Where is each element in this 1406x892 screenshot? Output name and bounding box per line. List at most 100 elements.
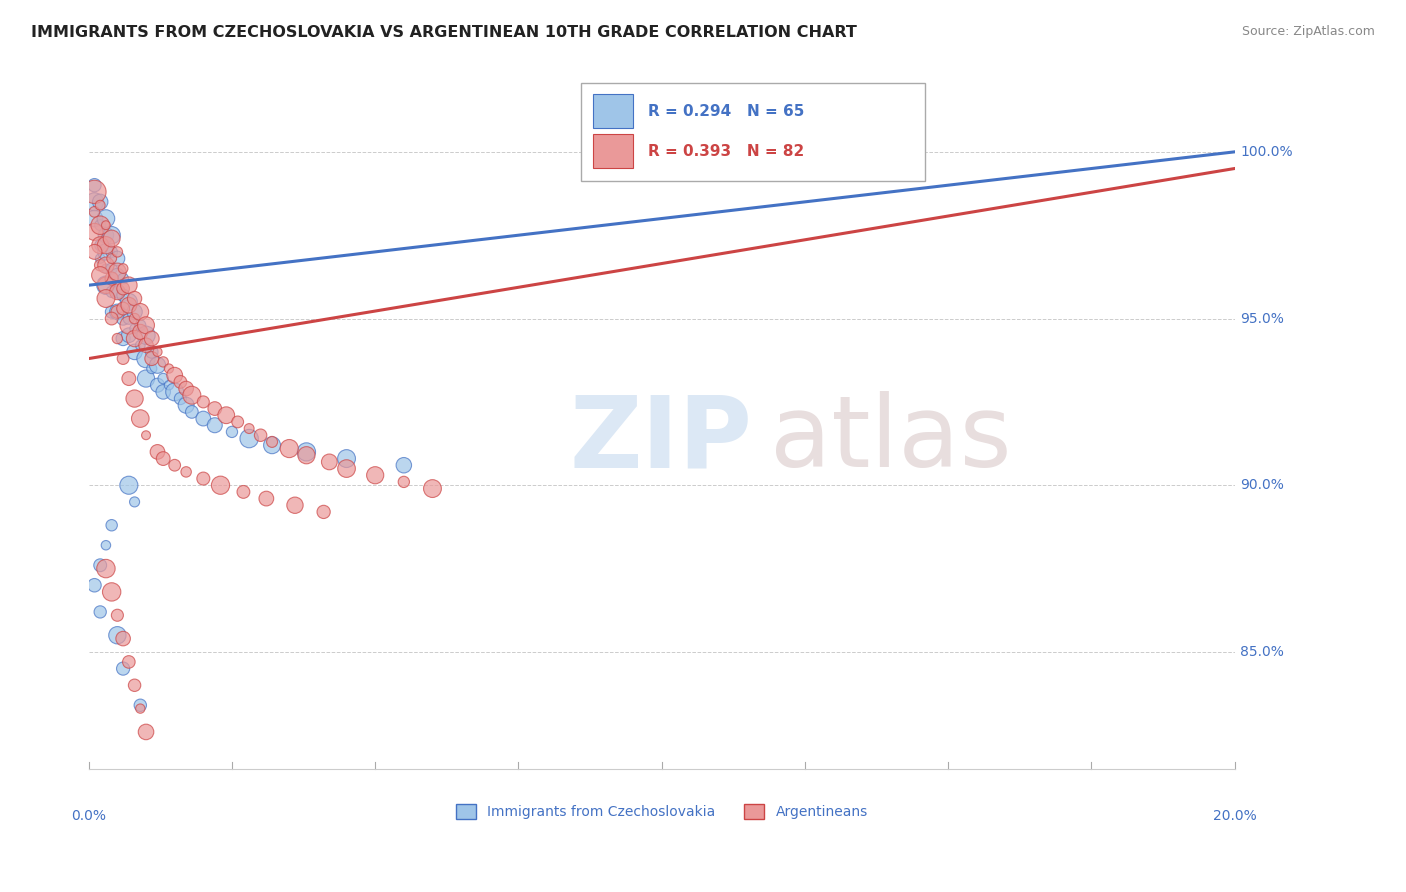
FancyBboxPatch shape bbox=[582, 83, 925, 180]
Point bbox=[105, 305, 128, 319]
Text: ZIP: ZIP bbox=[569, 391, 752, 488]
Point bbox=[94, 258, 117, 272]
Point bbox=[146, 358, 169, 372]
Point bbox=[129, 411, 152, 425]
Point bbox=[124, 495, 146, 509]
Point bbox=[262, 438, 284, 452]
Point bbox=[215, 409, 238, 423]
Bar bbox=[593, 135, 633, 168]
Bar bbox=[593, 95, 633, 128]
Point bbox=[163, 368, 186, 383]
Point bbox=[141, 351, 163, 366]
Point bbox=[89, 252, 111, 266]
Point bbox=[89, 218, 111, 232]
Point bbox=[312, 505, 335, 519]
Point bbox=[238, 432, 260, 446]
Point bbox=[112, 332, 135, 346]
Point bbox=[364, 468, 387, 483]
Point bbox=[295, 448, 318, 462]
Point bbox=[94, 278, 117, 293]
Point bbox=[112, 351, 135, 366]
Point bbox=[169, 392, 191, 406]
Point bbox=[129, 701, 152, 715]
Point bbox=[174, 382, 197, 396]
Point bbox=[146, 378, 169, 392]
Point bbox=[105, 285, 128, 299]
Point bbox=[105, 305, 128, 319]
Point bbox=[135, 428, 157, 442]
Point bbox=[89, 268, 111, 283]
Point bbox=[238, 421, 260, 435]
Point bbox=[83, 225, 105, 239]
Point bbox=[152, 371, 174, 385]
Point bbox=[141, 361, 163, 376]
Point bbox=[146, 445, 169, 459]
Point bbox=[100, 252, 122, 266]
Point bbox=[94, 261, 117, 276]
Point bbox=[422, 482, 444, 496]
Point bbox=[262, 434, 284, 449]
Text: 0.0%: 0.0% bbox=[72, 809, 107, 822]
Point bbox=[180, 388, 202, 402]
Point bbox=[89, 258, 111, 272]
Point bbox=[163, 458, 186, 473]
Point bbox=[318, 455, 340, 469]
Point bbox=[112, 281, 135, 295]
Point bbox=[118, 478, 141, 492]
Point bbox=[135, 338, 157, 352]
Point bbox=[118, 278, 141, 293]
Point bbox=[129, 338, 152, 352]
Point bbox=[221, 425, 243, 439]
Point bbox=[124, 292, 146, 306]
Point bbox=[89, 198, 111, 212]
Legend: Immigrants from Czechoslovakia, Argentineans: Immigrants from Czechoslovakia, Argentin… bbox=[450, 798, 873, 825]
Point bbox=[94, 218, 117, 232]
Point bbox=[118, 298, 141, 312]
Point bbox=[105, 628, 128, 642]
Point bbox=[135, 351, 157, 366]
Point bbox=[124, 305, 146, 319]
Point bbox=[124, 392, 146, 406]
Point bbox=[118, 328, 141, 343]
Point bbox=[100, 228, 122, 243]
Point bbox=[124, 321, 146, 335]
Point bbox=[100, 518, 122, 533]
Point bbox=[152, 355, 174, 369]
Point bbox=[100, 261, 122, 276]
Point bbox=[226, 415, 249, 429]
Point bbox=[83, 194, 105, 209]
Point bbox=[112, 271, 135, 285]
Point bbox=[89, 238, 111, 252]
Point bbox=[129, 305, 152, 319]
Point bbox=[89, 238, 111, 252]
Point bbox=[163, 384, 186, 399]
Point bbox=[254, 491, 277, 506]
Point bbox=[100, 311, 122, 326]
Point bbox=[392, 475, 415, 489]
Text: Source: ZipAtlas.com: Source: ZipAtlas.com bbox=[1241, 25, 1375, 38]
Point bbox=[112, 632, 135, 646]
Point bbox=[152, 451, 174, 466]
Point bbox=[94, 244, 117, 259]
Point bbox=[89, 194, 111, 209]
Point bbox=[278, 442, 301, 456]
Point bbox=[124, 332, 146, 346]
Point bbox=[105, 252, 128, 266]
Point bbox=[141, 344, 163, 359]
Point bbox=[105, 332, 128, 346]
Point bbox=[335, 451, 357, 466]
Point bbox=[204, 401, 226, 416]
Point bbox=[100, 285, 122, 299]
Text: R = 0.393   N = 82: R = 0.393 N = 82 bbox=[648, 144, 804, 159]
Point bbox=[105, 265, 128, 279]
Point bbox=[83, 211, 105, 226]
Point bbox=[94, 538, 117, 552]
Point bbox=[94, 292, 117, 306]
Point bbox=[100, 271, 122, 285]
Point bbox=[146, 344, 169, 359]
Text: IMMIGRANTS FROM CZECHOSLOVAKIA VS ARGENTINEAN 10TH GRADE CORRELATION CHART: IMMIGRANTS FROM CZECHOSLOVAKIA VS ARGENT… bbox=[31, 25, 856, 40]
Point bbox=[89, 218, 111, 232]
Point bbox=[112, 662, 135, 676]
Text: 20.0%: 20.0% bbox=[1212, 809, 1257, 822]
Point bbox=[94, 561, 117, 575]
